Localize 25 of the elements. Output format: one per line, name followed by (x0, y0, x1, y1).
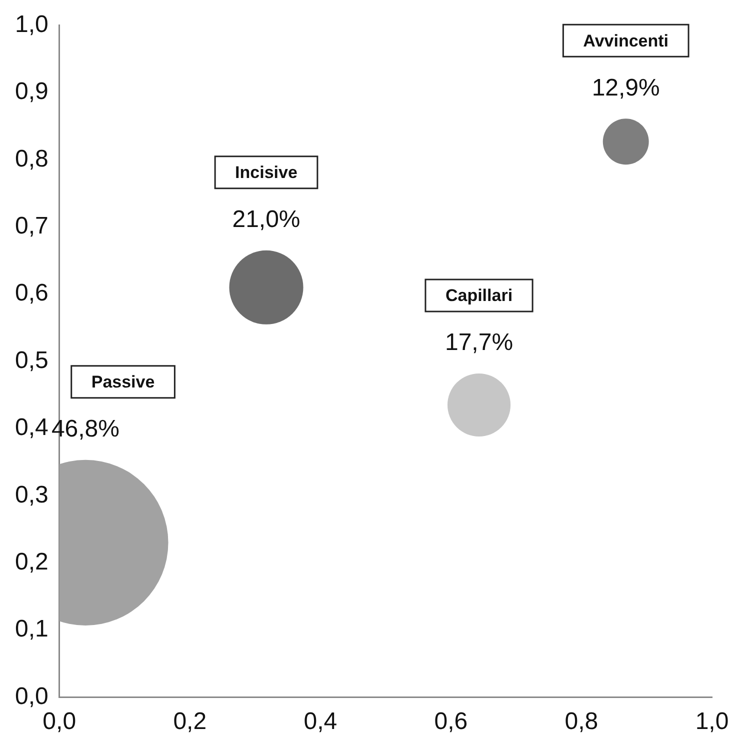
y-tick-label: 0,7 (14, 212, 48, 240)
y-tick-label: 0,4 (14, 414, 48, 442)
y-tick-label: 1,0 (14, 11, 48, 38)
x-tick-label: 0,0 (42, 708, 76, 736)
annotation: Passive (91, 372, 155, 392)
x-tick-label: 0,6 (434, 708, 468, 736)
y-tick-label: 0,2 (14, 548, 48, 576)
y-tick-label: 0,5 (14, 346, 48, 374)
x-tick-label: 1,0 (695, 708, 729, 736)
annotation: 12,9% (592, 74, 660, 102)
annotation: 17,7% (444, 329, 514, 356)
y-tick-label: 0,9 (14, 78, 48, 106)
annotation: Capillari (445, 286, 513, 306)
y-tick-label: 0,6 (14, 280, 48, 307)
y-tick-label: 0,3 (14, 481, 48, 508)
y-tick-label: 0,1 (14, 616, 48, 643)
x-tick-label: 0,2 (173, 708, 207, 736)
annotation: Avvincenti (583, 31, 669, 50)
x-tick-label: 0,8 (564, 708, 598, 736)
y-tick-label: 0,8 (14, 145, 48, 172)
y-tick-label: 0,0 (14, 682, 48, 710)
annotation: Incisive (235, 163, 298, 182)
annotation: 21,0% (232, 206, 300, 233)
x-tick-label: 0,4 (304, 708, 338, 736)
annotation: 46,8% (51, 416, 120, 443)
